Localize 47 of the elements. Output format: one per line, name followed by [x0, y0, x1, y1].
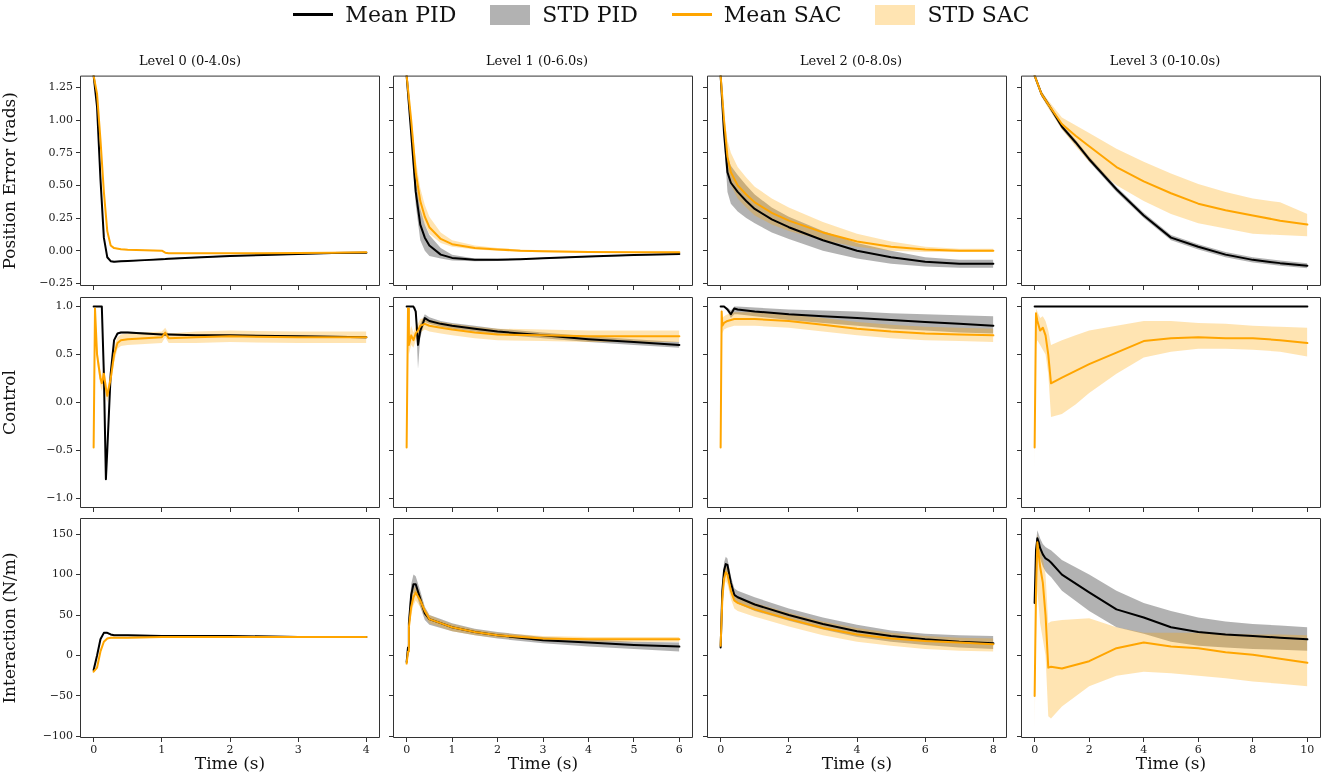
y-tick-label: 0.50 [48, 178, 73, 192]
x-tick-label: 4 [362, 743, 370, 757]
x-tick-label: 1 [448, 743, 456, 757]
y-tick-label: 1.00 [48, 112, 73, 126]
y-tick-label: 50 [59, 607, 73, 621]
chart-title: Level 2 (0-8.0s) [799, 53, 903, 69]
x-tick-label: 0 [90, 743, 98, 757]
y-axis-title: Position Error (rads) [0, 92, 19, 270]
legend-label: Mean SAC [723, 2, 842, 27]
y-tick-label: 1.25 [48, 80, 73, 94]
y-tick-label: 0.0 [55, 395, 73, 409]
y-tick-label: 1.0 [55, 299, 73, 313]
chart-title: Level 3 (0-10.0s) [1109, 53, 1221, 69]
chart-title: Level 0 (0-4.0s) [138, 53, 242, 69]
x-tick-label: 1 [158, 743, 166, 757]
y-tick-label: −50 [49, 688, 73, 702]
y-tick-label: −1.0 [46, 491, 73, 505]
y-tick-label: −0.25 [39, 276, 73, 290]
x-tick-label: 0 [403, 743, 411, 757]
x-tick-label: 4 [584, 743, 592, 757]
text: STD PID [542, 2, 638, 27]
y-tick-label: −0.5 [46, 443, 73, 457]
x-tick-label: 2 [785, 743, 793, 757]
y-tick-label: 0.5 [55, 347, 73, 361]
x-tick-label: 3 [294, 743, 302, 757]
y-tick-label: 0.75 [48, 145, 73, 159]
legend-label: Mean PID [345, 2, 457, 27]
x-tick-label: 6 [675, 743, 683, 757]
text: STD SAC [927, 2, 1030, 27]
x-tick-label: 2 [1085, 743, 1093, 757]
x-tick-label: 2 [494, 743, 502, 757]
y-tick-label: 0 [66, 648, 73, 662]
x-tick-label: 0 [1031, 743, 1039, 757]
x-tick-label: 8 [1249, 743, 1257, 757]
y-tick-label: 0.25 [48, 210, 73, 224]
y-tick-label: 0.00 [48, 243, 73, 257]
y-axis-title: Interaction (N/m) [0, 552, 19, 704]
y-axis-title: Control [0, 370, 19, 435]
y-tick-label: −100 [42, 729, 73, 743]
x-tick-label: 6 [921, 743, 929, 757]
y-tick-label: 100 [52, 567, 73, 581]
y-tick-label: 150 [52, 527, 73, 541]
x-tick-label: 5 [630, 743, 638, 757]
chart-title: Level 1 (0-6.0s) [485, 53, 589, 69]
x-tick-label: 0 [717, 743, 725, 757]
x-tick-label: 10 [1300, 743, 1315, 757]
x-tick-label: 8 [989, 743, 997, 757]
